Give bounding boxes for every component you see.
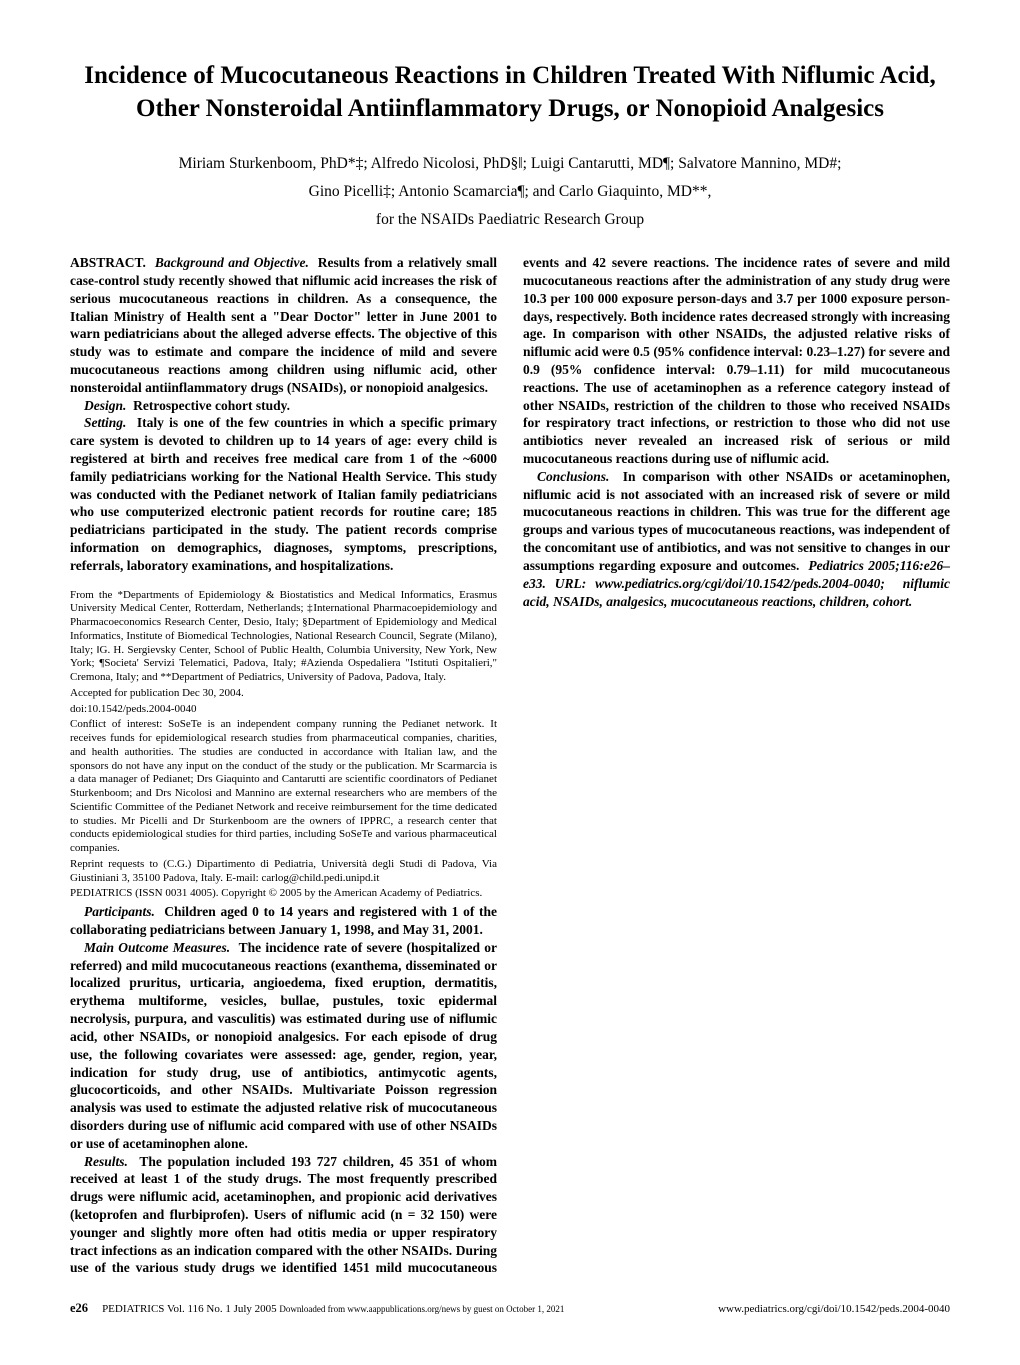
page-number: e26 bbox=[70, 1300, 88, 1316]
outcome-label: Main Outcome Measures. bbox=[84, 940, 230, 955]
conclusions-label: Conclusions. bbox=[537, 469, 609, 484]
copyright-line: PEDIATRICS (ISSN 0031 4005). Copyright ©… bbox=[70, 887, 497, 901]
background-text: Results from a relatively small case-con… bbox=[70, 255, 497, 395]
setting-label: Setting. bbox=[84, 415, 126, 430]
reprint-requests: Reprint requests to (C.G.) Dipartimento … bbox=[70, 858, 497, 886]
outcome-text: The incidence rate of severe (hospitaliz… bbox=[70, 940, 497, 1151]
footer-url: www.pediatrics.org/cgi/doi/10.1542/peds.… bbox=[718, 1302, 950, 1316]
downloaded-line: Downloaded from www.aappublications.org/… bbox=[279, 1304, 564, 1314]
design-text: Retrospective cohort study. bbox=[133, 398, 290, 413]
two-column-body: ABSTRACT. Background and Objective. Resu… bbox=[70, 254, 950, 1284]
journal-info: PEDIATRICS Vol. 116 No. 1 July 2005 Down… bbox=[102, 1302, 564, 1316]
research-group-line: for the NSAIDs Paediatric Research Group bbox=[70, 210, 950, 230]
design-label: Design. bbox=[84, 398, 126, 413]
conflict-of-interest: Conflict of interest: SoSeTe is an indep… bbox=[70, 718, 497, 856]
article-title: Incidence of Mucocutaneous Reactions in … bbox=[70, 60, 950, 125]
journal-citation: PEDIATRICS Vol. 116 No. 1 July 2005 bbox=[102, 1303, 277, 1315]
affiliations-from: From the *Departments of Epidemiology & … bbox=[70, 589, 497, 685]
abstract-label: ABSTRACT. bbox=[70, 255, 146, 270]
results-label: Results. bbox=[84, 1154, 128, 1169]
doi-line: doi:10.1542/peds.2004-0040 bbox=[70, 703, 497, 717]
participants-label: Participants. bbox=[84, 904, 155, 919]
background-label: Background and Objective. bbox=[155, 255, 309, 270]
accepted-date: Accepted for publication Dec 30, 2004. bbox=[70, 687, 497, 701]
affiliations-block: From the *Departments of Epidemiology & … bbox=[70, 589, 497, 902]
authors-line-2: Gino Picelli‡; Antonio Scamarcia¶; and C… bbox=[70, 181, 950, 203]
setting-text: Italy is one of the few countries in whi… bbox=[70, 415, 497, 573]
abstract-block: ABSTRACT. Background and Objective. Resu… bbox=[70, 254, 497, 575]
page-footer: e26 PEDIATRICS Vol. 116 No. 1 July 2005 … bbox=[70, 1300, 950, 1316]
authors-line-1: Miriam Sturkenboom, PhD*‡; Alfredo Nicol… bbox=[70, 153, 950, 175]
